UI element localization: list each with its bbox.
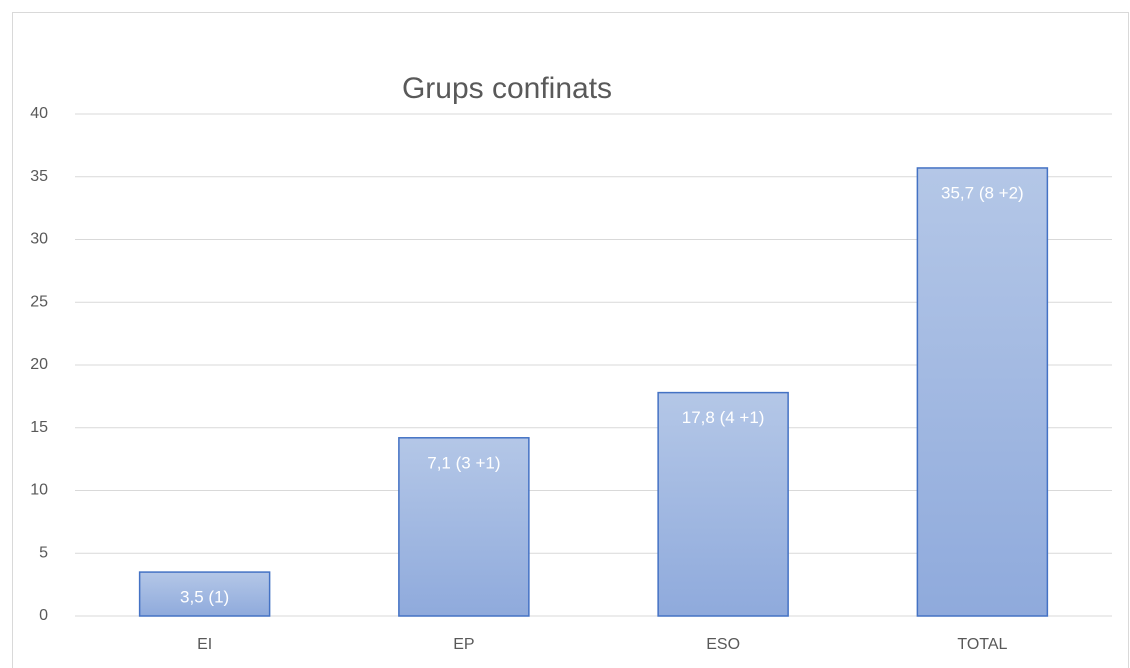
data-label: 3,5 (1) [180,588,229,607]
x-tick-label: EI [197,636,212,653]
chart-title: Grups confinats [402,72,612,105]
bar [138,571,271,617]
bar [916,167,1049,617]
y-tick-label: 5 [39,544,48,561]
x-tick-label: ESO [706,636,740,653]
bar [657,391,789,617]
y-tick-label: 30 [30,231,48,248]
data-label: 7,1 (3 +1) [427,453,500,472]
y-tick-label: 10 [30,482,48,499]
data-label: 17,8 (4 +1) [682,408,765,427]
x-tick-label: TOTAL [957,636,1007,653]
y-tick-label: 15 [30,419,48,436]
y-tick-label: 25 [30,293,48,310]
y-tick-label: 0 [39,607,48,624]
y-tick-label: 40 [30,105,48,122]
y-tick-label: 35 [30,168,48,185]
y-tick-label: 20 [30,356,48,373]
data-label: 35,7 (8 +2) [941,183,1024,202]
x-tick-label: EP [453,636,474,653]
bar [398,437,530,617]
